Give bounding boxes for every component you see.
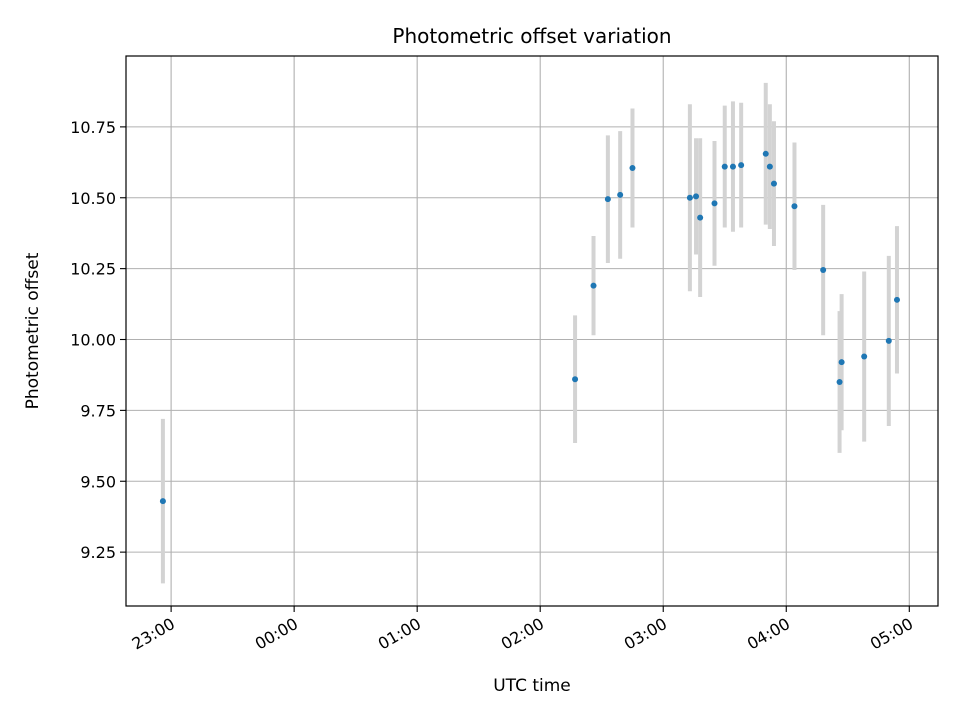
y-tick-label: 10.50	[70, 189, 116, 208]
data-point	[159, 498, 166, 505]
data-point	[572, 376, 579, 383]
data-point	[838, 359, 845, 366]
data-point	[762, 150, 769, 157]
data-point	[711, 200, 718, 207]
y-tick-label: 10.25	[70, 260, 116, 279]
data-point	[770, 180, 777, 187]
data-point	[686, 194, 693, 201]
data-point	[766, 163, 773, 170]
data-point	[861, 353, 868, 360]
data-point	[836, 379, 843, 386]
x-axis-label: UTC time	[493, 676, 571, 696]
data-point	[738, 162, 745, 169]
chart-title: Photometric offset variation	[392, 24, 671, 48]
data-point	[885, 337, 892, 344]
grid	[126, 56, 938, 606]
y-tick-label: 10.75	[70, 118, 116, 137]
data-point	[617, 191, 624, 198]
data-points	[159, 150, 900, 505]
data-point	[693, 193, 700, 200]
y-tick-label: 9.75	[80, 401, 116, 420]
y-tick-label: 9.25	[80, 543, 116, 562]
data-point	[820, 267, 827, 274]
plot-frame	[125, 55, 939, 607]
data-point	[893, 296, 900, 303]
data-point	[590, 282, 597, 289]
y-axis: 9.25 9.50 9.75 10.00 10.25 10.50 10.75	[70, 118, 126, 562]
data-point	[791, 203, 798, 210]
data-point	[604, 196, 611, 203]
data-point	[729, 163, 736, 170]
y-tick-label: 9.50	[80, 472, 116, 491]
data-point	[721, 163, 728, 170]
data-point	[697, 214, 704, 221]
y-axis-label: Photometric offset	[23, 252, 43, 409]
data-point	[629, 164, 636, 171]
y-tick-label: 10.00	[70, 331, 116, 350]
